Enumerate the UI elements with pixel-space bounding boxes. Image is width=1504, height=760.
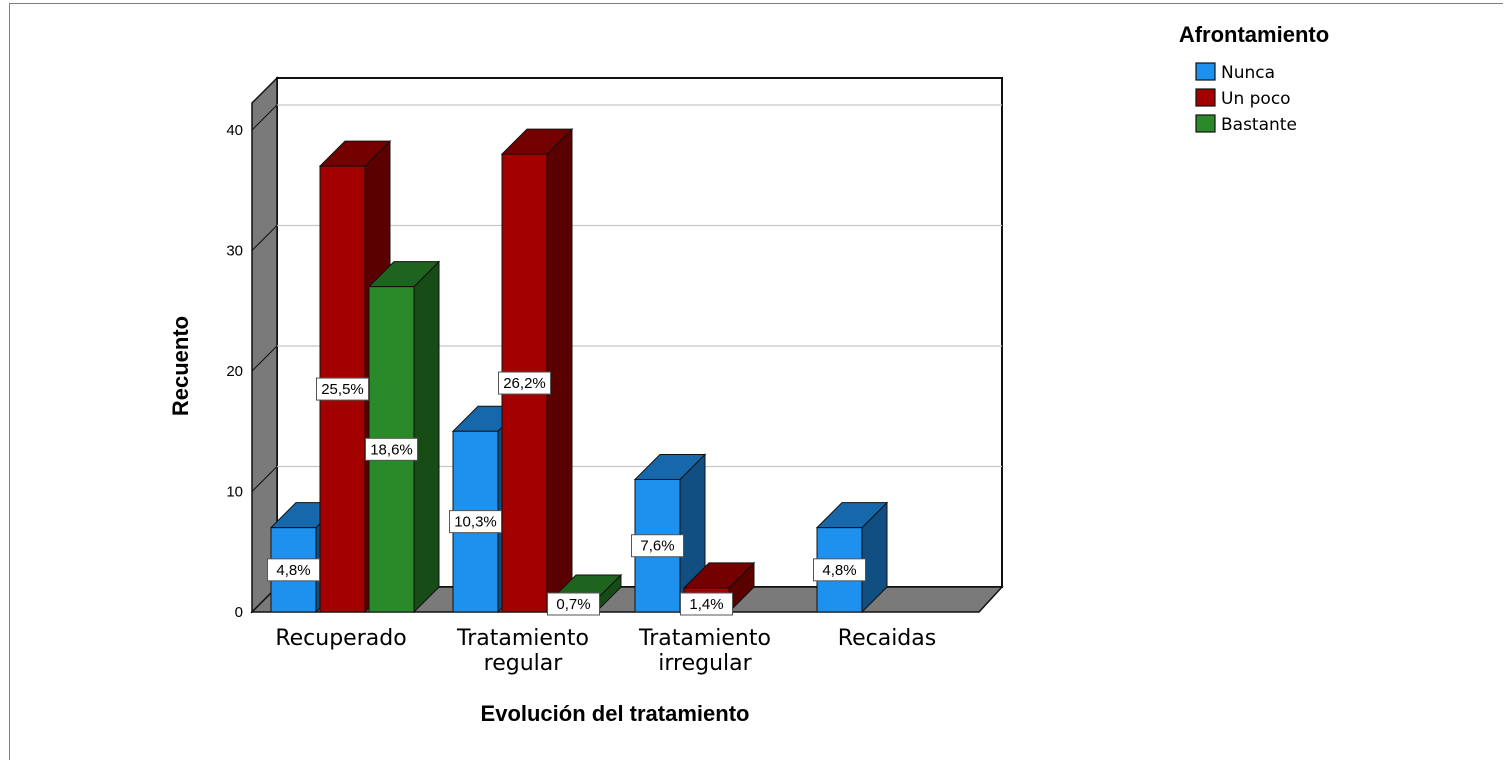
data-label: 0,7% xyxy=(547,592,600,616)
bar-side xyxy=(413,260,440,614)
x-tick-label: Tratamiento xyxy=(638,626,771,651)
x-axis-title: Evolución del tratamiento xyxy=(481,701,750,726)
data-label-text: 7,6% xyxy=(640,538,674,555)
data-labels: 4,8% 25,5% 18,6% 10,3% 26,2% 0,7% 7,6% 1,4% 4,8% xyxy=(267,371,866,616)
data-label: 26,2% xyxy=(498,371,551,395)
legend-title: Afrontamiento xyxy=(1179,22,1329,47)
data-label-text: 4,8% xyxy=(822,562,856,579)
y-axis-ticks: 0 10 20 30 40 xyxy=(226,122,243,621)
data-label: 7,6% xyxy=(631,534,684,558)
gridline-side xyxy=(251,466,278,492)
data-label-text: 25,5% xyxy=(321,381,364,398)
x-axis-categories: Recuperado TratamientoregularTratamientoi… xyxy=(275,626,936,676)
x-tick-label: Tratamiento xyxy=(456,626,589,651)
x-tick-label: regular xyxy=(484,651,564,676)
data-label-text: 1,4% xyxy=(689,596,723,613)
bar-bastante-0 xyxy=(367,260,441,614)
y-tick-label: 20 xyxy=(226,363,243,380)
gridline-side xyxy=(251,225,278,251)
floor xyxy=(250,586,1004,613)
data-label-text: 18,6% xyxy=(370,441,413,458)
legend-swatch xyxy=(1195,114,1216,133)
gridline-side xyxy=(251,104,278,131)
data-label-box xyxy=(498,371,551,395)
data-label-box xyxy=(680,592,733,616)
data-label: 4,8% xyxy=(267,558,320,582)
y-axis-title: Recuento xyxy=(168,316,193,416)
y-tick-label: 10 xyxy=(226,484,243,501)
data-label-box xyxy=(267,558,320,582)
data-label: 4,8% xyxy=(813,558,866,582)
data-label-text: 26,2% xyxy=(503,375,546,392)
data-label: 25,5% xyxy=(316,377,369,401)
data-label-text: 10,3% xyxy=(454,514,497,531)
bar-un-poco-1 xyxy=(500,127,574,614)
x-tick-label: Recaidas xyxy=(838,626,936,651)
data-label-text: 4,8% xyxy=(276,562,310,579)
legend-label: Un poco xyxy=(1221,89,1291,109)
chart-frame xyxy=(9,3,1503,760)
data-label-box xyxy=(547,592,600,616)
data-label: 10,3% xyxy=(449,510,502,534)
legend-swatch xyxy=(1195,88,1216,107)
bar-side xyxy=(546,127,573,614)
bar-nunca-3 xyxy=(815,501,889,614)
data-label-box xyxy=(449,510,502,534)
legend-label: Nunca xyxy=(1221,63,1275,83)
y-tick-label: 0 xyxy=(235,604,243,621)
legend-label: Bastante xyxy=(1221,115,1297,135)
legend-swatch xyxy=(1195,62,1216,81)
data-label: 18,6% xyxy=(365,437,418,461)
data-label-box xyxy=(631,534,684,558)
x-tick-label: Recuperado xyxy=(275,626,406,651)
data-label-box xyxy=(813,558,866,582)
data-label-box xyxy=(365,437,418,461)
x-tick-label: irregular xyxy=(658,651,752,676)
y-tick-label: 30 xyxy=(226,243,243,260)
legend: Afrontamiento Nunca Un poco Bastante xyxy=(1179,22,1329,135)
gridline-side xyxy=(251,345,278,372)
data-label-text: 0,7% xyxy=(556,596,590,613)
data-label: 1,4% xyxy=(680,592,733,616)
y-tick-label: 40 xyxy=(226,122,243,139)
data-label-box xyxy=(316,377,369,401)
